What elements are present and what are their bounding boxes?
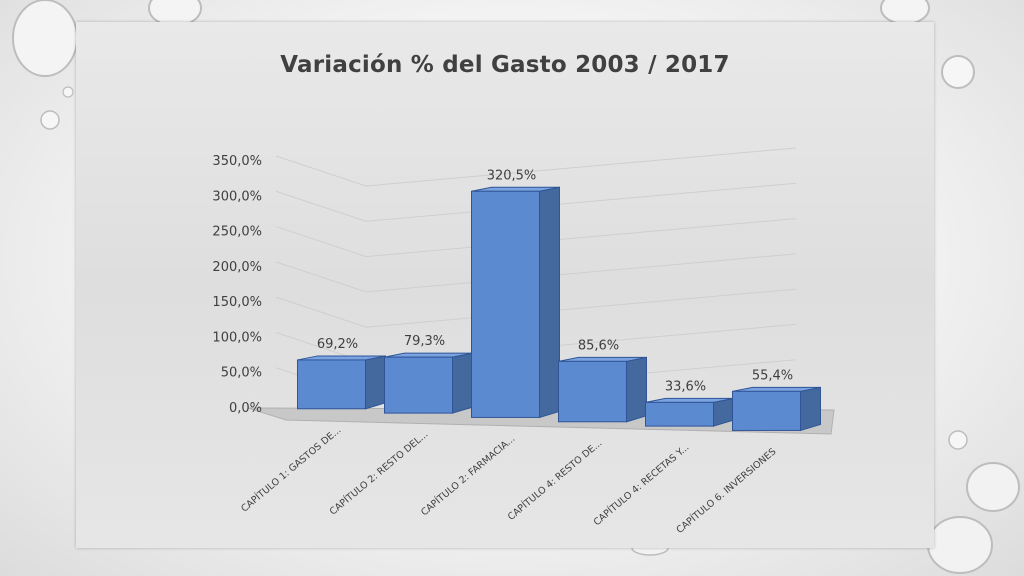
bar-side <box>800 386 821 432</box>
data-label: 33,6% <box>665 379 706 394</box>
y-tick-label: 300,0% <box>212 189 262 204</box>
y-tick-label: 200,0% <box>212 260 262 275</box>
category-label: CAPÍTULO 2: FARMACIA... <box>418 433 517 519</box>
bar-front <box>645 401 714 427</box>
bar <box>471 186 560 419</box>
bar-side <box>539 186 560 419</box>
y-tick-label: 350,0% <box>212 154 262 169</box>
bar-chart: 0,0% 50,0% 100,0% 150,0% 200,0% 250,0% 300,0% 3… <box>212 147 835 536</box>
y-tick-label: 150,0% <box>212 295 262 310</box>
bar-front <box>558 360 627 423</box>
data-label: 69,2% <box>317 337 358 352</box>
bar-front <box>471 190 540 418</box>
gridline <box>275 288 797 328</box>
chart-title: Variación % del Gasto 2003 / 2017 <box>280 52 730 78</box>
bar <box>645 397 734 427</box>
bar-front <box>297 359 366 410</box>
category-label: CAPÍTULO 1: GASTOS DE... <box>239 424 344 515</box>
gridline <box>275 147 797 187</box>
bar-side <box>626 356 647 423</box>
y-tick-label: 0,0% <box>229 401 262 416</box>
bar <box>297 355 386 410</box>
bar <box>384 352 473 414</box>
bar-front <box>732 390 801 431</box>
bar-side <box>452 352 473 414</box>
bar-front <box>384 356 453 414</box>
category-label: CAPÍTULO 2: RESTO DEL... <box>327 428 430 517</box>
bar <box>732 386 821 432</box>
gridline <box>275 182 797 222</box>
data-label: 79,3% <box>404 334 445 349</box>
data-label: 320,5% <box>487 168 537 183</box>
data-label: 55,4% <box>752 368 793 383</box>
bar-side <box>365 355 386 410</box>
chart-panel: Variación % del Gasto 2003 / 2017 0,0% 50… <box>76 22 934 548</box>
data-label: 85,6% <box>578 338 619 353</box>
y-tick-label: 250,0% <box>212 225 262 240</box>
y-tick-label: 100,0% <box>212 330 262 345</box>
category-label: CAPÍTULO 4: RECETAS Y... <box>591 441 691 528</box>
gridline <box>275 218 797 258</box>
bar <box>558 356 647 423</box>
y-tick-label: 50,0% <box>221 366 262 381</box>
category-label: CAPÍTULO 4: RESTO DE... <box>505 437 604 523</box>
gridline <box>275 253 797 293</box>
category-label: CAPÍTULO 6. INVERSIONES <box>674 446 779 536</box>
